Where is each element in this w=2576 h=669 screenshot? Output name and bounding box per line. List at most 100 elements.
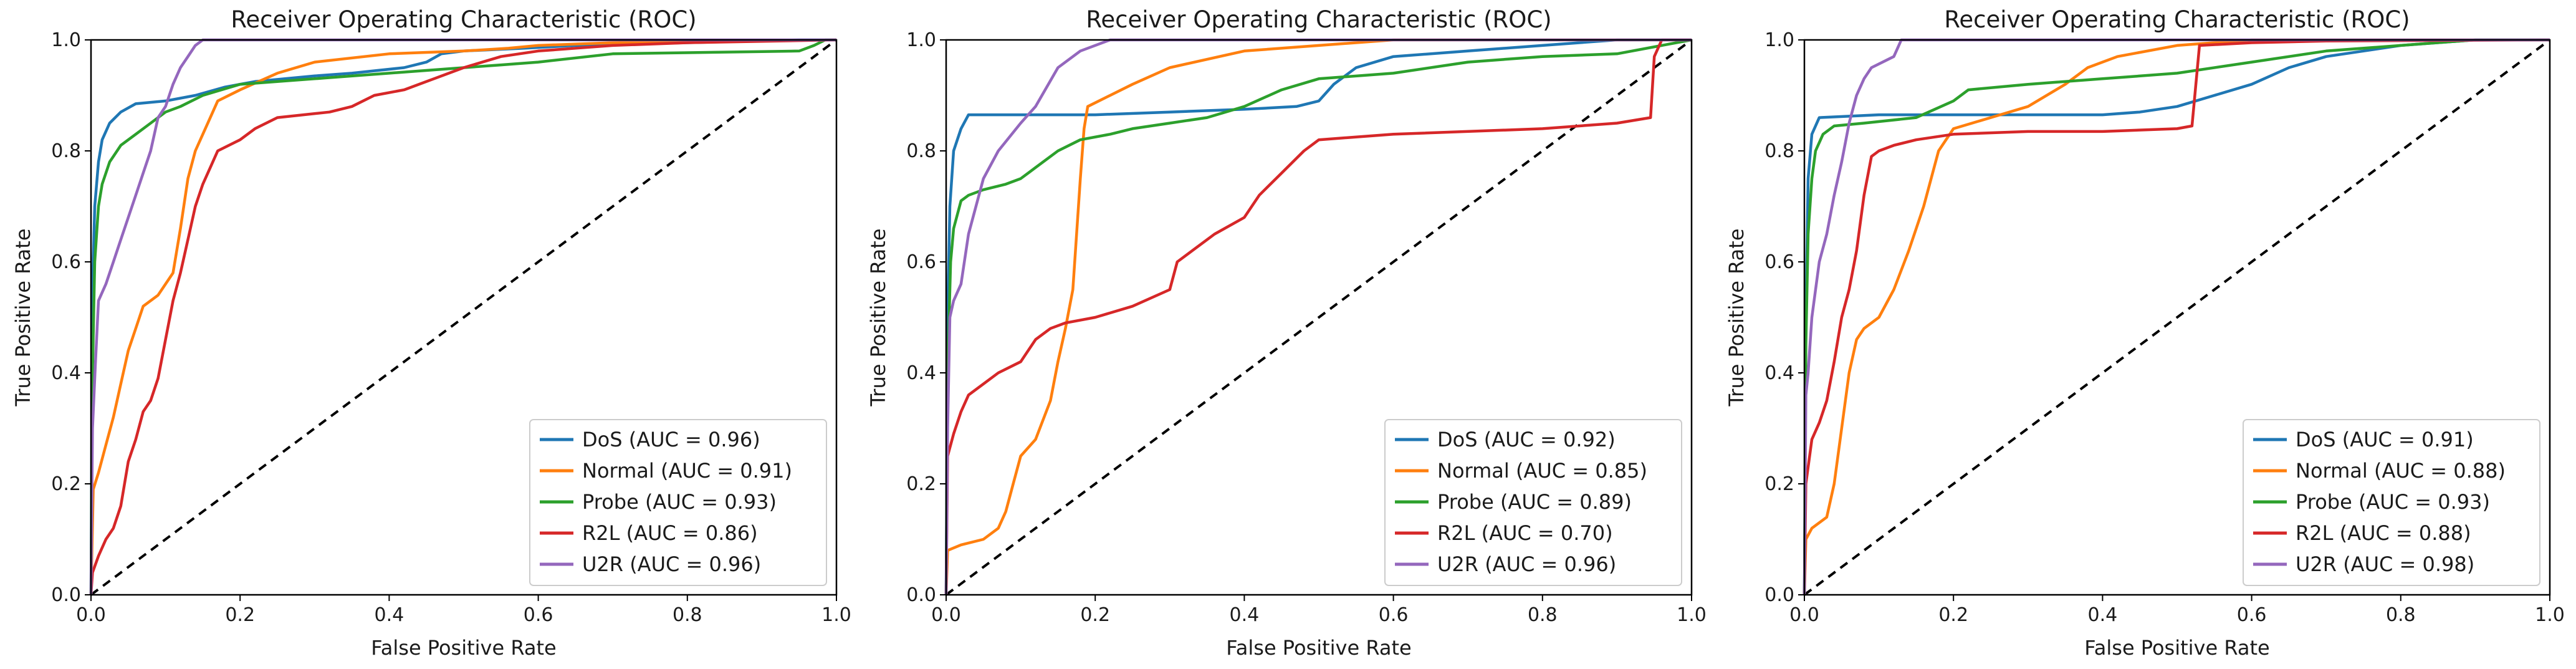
- legend-entry-dos: DoS (AUC = 0.96): [540, 428, 760, 451]
- x-axis-label: False Positive Rate: [2084, 636, 2269, 660]
- x-axis-ticks: 0.0 0.2 0.4 0.6 0.8 1.0: [1789, 595, 2565, 626]
- legend-label: R2L (AUC = 0.88): [2296, 521, 2471, 545]
- chance-diagonal: [90, 39, 838, 596]
- plot-area: [944, 38, 1693, 596]
- x-tick-label: 0.6: [2237, 604, 2267, 626]
- y-tick-label: 0.0: [1764, 584, 1794, 606]
- y-tick-label: 0.6: [906, 251, 936, 273]
- x-tick-label: 0.8: [1528, 604, 1558, 626]
- legend-entry-dos: DoS (AUC = 0.92): [1395, 428, 1616, 451]
- y-tick-label: 0.8: [906, 140, 936, 162]
- y-axis-label: True Positive Rate: [1725, 228, 1748, 407]
- chance-diagonal: [945, 39, 1693, 596]
- series-layer: [89, 38, 837, 595]
- series-layer: [944, 38, 1692, 595]
- y-tick-label: 0.4: [906, 362, 936, 384]
- x-tick-label: 1.0: [1677, 604, 1707, 626]
- legend-entry-normal: Normal (AUC = 0.91): [540, 459, 792, 483]
- legend-label: U2R (AUC = 0.96): [1437, 552, 1616, 576]
- plot-area: [89, 38, 838, 596]
- legend-entry-u2r: U2R (AUC = 0.96): [540, 552, 761, 576]
- x-tick-label: 0.6: [524, 604, 553, 626]
- roc-panel-3: Receiver Operating Characteristic (ROC) …: [1725, 6, 2565, 660]
- roc-curve-probe: [89, 38, 836, 595]
- y-axis-ticks: 0.0 0.2 0.4 0.6 0.8 1.0: [1764, 29, 1804, 606]
- axes-frame: [945, 39, 1693, 596]
- x-tick-label: 0.2: [1938, 604, 1968, 626]
- legend-entry-dos: DoS (AUC = 0.91): [2253, 428, 2474, 451]
- y-axis-ticks: 0.0 0.2 0.4 0.6 0.8 1.0: [51, 29, 91, 606]
- legend-label: Normal (AUC = 0.85): [1437, 459, 1647, 483]
- legend: DoS (AUC = 0.96) Normal (AUC = 0.91) Pro…: [529, 419, 827, 586]
- chart-title: Receiver Operating Characteristic (ROC): [231, 6, 696, 33]
- legend: DoS (AUC = 0.92) Normal (AUC = 0.85) Pro…: [1384, 419, 1682, 586]
- legend: DoS (AUC = 0.91) Normal (AUC = 0.88) Pro…: [2243, 419, 2540, 586]
- roc-curve-dos: [944, 38, 1692, 595]
- legend-label: Normal (AUC = 0.88): [2296, 459, 2506, 483]
- y-axis-label: True Positive Rate: [11, 228, 35, 407]
- legend-entry-r2l: R2L (AUC = 0.70): [1395, 521, 1613, 545]
- legend-label: U2R (AUC = 0.98): [2296, 552, 2474, 576]
- chart-title: Receiver Operating Characteristic (ROC): [1944, 6, 2410, 33]
- axes-frame: [90, 39, 838, 596]
- y-tick-label: 0.8: [1764, 140, 1794, 162]
- roc-curve-normal: [944, 38, 1692, 595]
- x-tick-label: 0.4: [1230, 604, 1260, 626]
- legend-label: R2L (AUC = 0.86): [582, 521, 758, 545]
- x-axis-label: False Positive Rate: [371, 636, 556, 660]
- x-tick-label: 0.0: [1789, 604, 1819, 626]
- legend-entry-r2l: R2L (AUC = 0.86): [540, 521, 758, 545]
- axes-frame: [1803, 39, 2551, 596]
- x-tick-label: 0.4: [375, 604, 405, 626]
- y-tick-label: 0.0: [51, 584, 81, 606]
- legend-label: U2R (AUC = 0.96): [582, 552, 761, 576]
- x-tick-label: 0.0: [76, 604, 106, 626]
- legend-entry-normal: Normal (AUC = 0.88): [2253, 459, 2506, 483]
- roc-curve-probe: [944, 38, 1692, 595]
- legend-label: DoS (AUC = 0.96): [582, 428, 760, 451]
- x-tick-label: 0.0: [931, 604, 961, 626]
- x-tick-label: 1.0: [2535, 604, 2565, 626]
- roc-curve-r2l: [944, 38, 1692, 595]
- legend-entry-u2r: U2R (AUC = 0.96): [1395, 552, 1616, 576]
- chart-title: Receiver Operating Characteristic (ROC): [1086, 6, 1551, 33]
- x-axis-ticks: 0.0 0.2 0.4 0.6 0.8 1.0: [76, 595, 851, 626]
- y-tick-label: 0.6: [1764, 251, 1794, 273]
- y-tick-label: 0.2: [906, 473, 936, 495]
- roc-curve-dos: [1803, 38, 2550, 595]
- roc-panel-2: Receiver Operating Characteristic (ROC) …: [866, 6, 1707, 660]
- roc-curve-u2r: [89, 38, 836, 595]
- y-tick-label: 0.2: [51, 473, 81, 495]
- roc-curve-u2r: [944, 38, 1692, 595]
- roc-panel-1: Receiver Operating Characteristic (ROC) …: [11, 6, 851, 660]
- y-tick-label: 0.6: [51, 251, 81, 273]
- roc-curve-u2r: [1803, 38, 2550, 595]
- x-tick-label: 0.2: [225, 604, 255, 626]
- legend-label: Normal (AUC = 0.91): [582, 459, 792, 483]
- plot-area: [1803, 38, 2551, 596]
- legend-entry-normal: Normal (AUC = 0.85): [1395, 459, 1647, 483]
- x-tick-label: 1.0: [821, 604, 851, 626]
- legend-box: [1384, 419, 1682, 586]
- legend-label: Probe (AUC = 0.89): [1437, 490, 1632, 514]
- legend-entry-r2l: R2L (AUC = 0.88): [2253, 521, 2471, 545]
- legend-label: DoS (AUC = 0.91): [2296, 428, 2474, 451]
- legend-label: DoS (AUC = 0.92): [1437, 428, 1616, 451]
- legend-box: [529, 419, 827, 586]
- series-layer: [1803, 38, 2550, 595]
- legend-entry-probe: Probe (AUC = 0.93): [2253, 490, 2490, 514]
- y-axis-label: True Positive Rate: [866, 228, 890, 407]
- y-tick-label: 0.2: [1764, 473, 1794, 495]
- roc-curve-r2l: [1803, 38, 2550, 595]
- roc-curve-probe: [1803, 38, 2550, 595]
- roc-curve-normal: [1803, 38, 2550, 595]
- chance-diagonal: [1803, 39, 2551, 596]
- y-tick-label: 0.0: [906, 584, 936, 606]
- legend-entry-probe: Probe (AUC = 0.93): [540, 490, 777, 514]
- y-tick-label: 1.0: [51, 29, 81, 51]
- legend-label: Probe (AUC = 0.93): [582, 490, 777, 514]
- roc-curve-normal: [89, 38, 837, 595]
- x-axis-ticks: 0.0 0.2 0.4 0.6 0.8 1.0: [931, 595, 1707, 626]
- roc-curve-dos: [89, 38, 836, 595]
